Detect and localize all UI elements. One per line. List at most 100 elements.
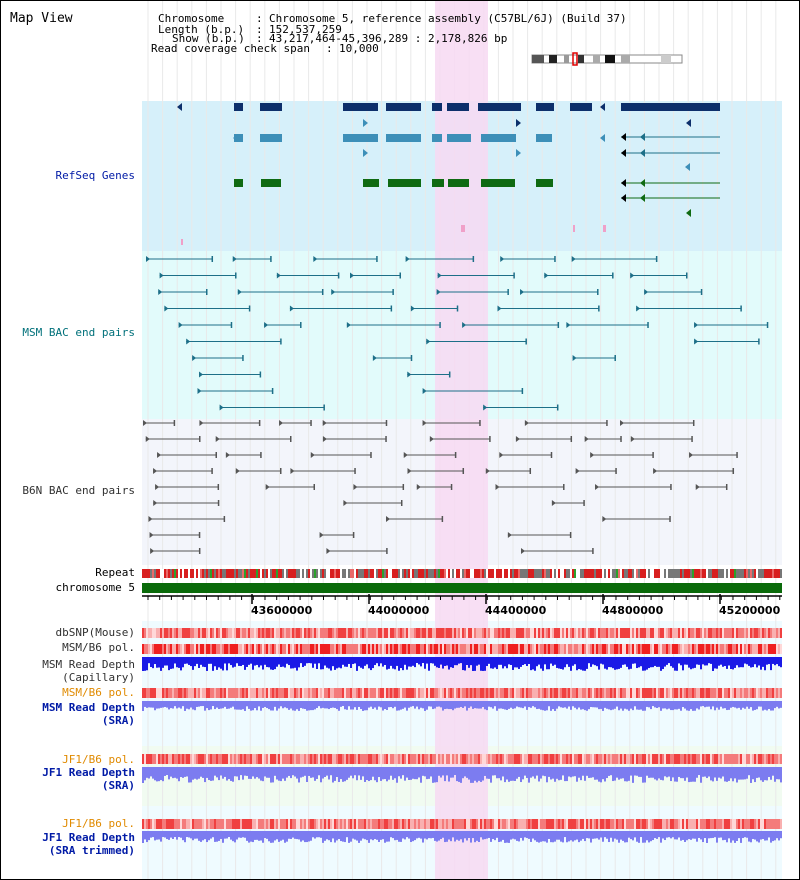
track-label-jf1-depth-trim[interactable]: JF1 Read Depth: [42, 831, 135, 844]
bac-end-marker: [689, 452, 694, 458]
read-depth-bar: [206, 657, 208, 671]
polymorphism-cell: [734, 819, 736, 829]
polymorphism-cell: [376, 688, 378, 698]
read-depth-bar: [416, 701, 418, 707]
polymorphism-cell: [192, 819, 194, 829]
gene-strand-arrow: [640, 149, 645, 157]
track-label-b6n-bac[interactable]: B6N BAC end pairs: [22, 484, 135, 497]
read-depth-bar: [476, 701, 478, 709]
read-depth-bar: [238, 831, 240, 838]
read-depth-bar: [372, 701, 374, 709]
read-depth-bar: [606, 701, 608, 709]
track-label-msm-depth-sra[interactable]: MSM Read Depth: [42, 701, 135, 714]
polymorphism-cell: [518, 754, 520, 764]
read-depth-bar: [770, 701, 772, 711]
polymorphism-cell: [164, 644, 166, 654]
read-depth-bar: [220, 657, 222, 669]
read-depth-bar: [454, 831, 456, 842]
track-label-msm-bac[interactable]: MSM BAC end pairs: [22, 326, 135, 339]
gene-exon: [448, 179, 469, 187]
polymorphism-cell: [342, 754, 344, 764]
polymorphism-cell: [196, 688, 198, 698]
repeat-segment: [482, 569, 484, 578]
read-depth-bar: [168, 767, 170, 780]
polymorphism-cell: [220, 754, 222, 764]
polymorphism-cell: [680, 688, 682, 698]
repeat-segment: [256, 569, 258, 578]
read-depth-bar: [188, 831, 190, 838]
gene-exon: [260, 103, 282, 111]
polymorphism-cell: [284, 688, 286, 698]
polymorphism-cell: [280, 819, 282, 829]
repeat-segment: [712, 569, 714, 578]
repeat-segment: [234, 569, 236, 578]
polymorphism-cell: [236, 628, 238, 638]
read-depth-bar: [710, 767, 712, 781]
track-label-msm-b6-pol-2[interactable]: MSM/B6 pol.: [62, 686, 135, 699]
polymorphism-cell: [370, 644, 372, 654]
polymorphism-cell: [504, 628, 506, 638]
bac-end-marker: [143, 420, 148, 426]
track-label-chromosome[interactable]: chromosome 5: [55, 581, 135, 594]
track-label-msm-b6-pol-1[interactable]: MSM/B6 pol.: [62, 641, 135, 654]
read-depth-bar: [688, 657, 690, 668]
polymorphism-cell: [450, 754, 452, 764]
track-label-dbsnp[interactable]: dbSNP(Mouse): [55, 626, 135, 639]
read-depth-bar: [208, 831, 210, 841]
track-label-refseq[interactable]: RefSeq Genes: [55, 169, 135, 182]
repeat-segment: [768, 569, 770, 578]
track-label-jf1-b6-pol-1[interactable]: JF1/B6 pol.: [62, 753, 135, 766]
read-depth-bar: [638, 831, 640, 843]
polymorphism-cell: [274, 754, 276, 764]
polymorphism-cell: [730, 644, 732, 654]
read-depth-bar: [232, 831, 234, 842]
polymorphism-cell: [290, 688, 292, 698]
read-depth-bar: [604, 831, 606, 838]
polymorphism-cell: [584, 628, 586, 638]
polymorphism-cell: [480, 754, 482, 764]
read-depth-bar: [146, 767, 148, 778]
polymorphism-cell: [284, 628, 286, 638]
read-depth-bar: [664, 657, 666, 667]
bac-end-marker: [422, 420, 427, 426]
read-depth-bar: [222, 767, 224, 779]
read-depth-bar: [448, 767, 450, 782]
read-depth-bar: [204, 767, 206, 783]
polymorphism-cell: [436, 644, 438, 654]
track-label-msm-depth-cap[interactable]: MSM Read Depth: [42, 658, 135, 671]
polymorphism-cell: [704, 754, 706, 764]
polymorphism-cell: [316, 819, 318, 829]
gene-exon: [388, 179, 421, 187]
read-depth-bar: [222, 657, 224, 671]
polymorphism-cell: [500, 628, 502, 638]
bac-end-marker: [197, 388, 202, 394]
polymorphism-cell: [728, 628, 730, 638]
gene-exon: [570, 103, 592, 111]
track-label-jf1-depth-sra[interactable]: JF1 Read Depth: [42, 766, 135, 779]
track-label-jf1-b6-pol-2[interactable]: JF1/B6 pol.: [62, 817, 135, 830]
polymorphism-cell: [636, 628, 638, 638]
track-label-jf1-depth-trim-sub: (SRA trimmed): [48, 844, 135, 857]
read-depth-bar: [270, 831, 272, 843]
track-label-repeat[interactable]: Repeat: [95, 566, 135, 579]
polymorphism-cell: [432, 644, 434, 654]
polymorphism-cell: [516, 644, 518, 654]
polymorphism-cell: [444, 754, 446, 764]
read-depth-bar: [460, 657, 462, 664]
polymorphism-cell: [330, 754, 332, 764]
read-depth-bar: [604, 767, 606, 782]
polymorphism-cell: [758, 819, 760, 829]
read-depth-bar: [398, 701, 400, 711]
polymorphism-cell: [572, 644, 574, 654]
polymorphism-cell: [516, 628, 518, 638]
read-depth-bar: [294, 701, 296, 711]
read-depth-bar: [214, 701, 216, 710]
read-depth-bar: [532, 831, 534, 839]
repeat-segment: [582, 569, 584, 578]
repeat-segment: [396, 569, 398, 578]
polymorphism-cell: [574, 754, 576, 764]
repeat-segment: [724, 569, 726, 578]
read-depth-bar: [694, 657, 696, 668]
read-depth-bar: [260, 701, 262, 711]
